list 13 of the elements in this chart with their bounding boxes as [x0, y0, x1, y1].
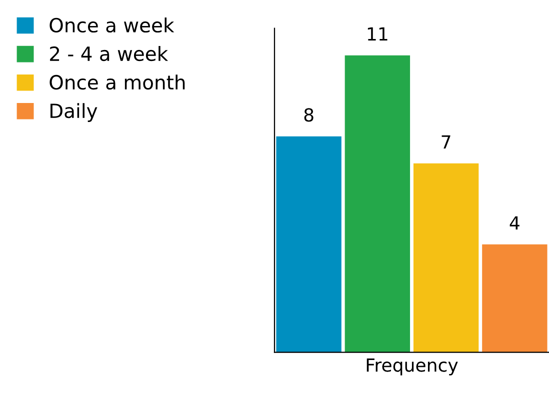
legend-label: 2 - 4 a week: [50, 46, 168, 62]
bar: [413, 163, 479, 352]
legend-label: Daily: [50, 103, 98, 122]
bar: [276, 136, 342, 352]
legend-label: Once a month: [50, 74, 185, 90]
bar: [344, 55, 410, 352]
legend-label: Once a week: [50, 18, 174, 33]
data-label: 4: [510, 216, 520, 230]
data-label: 8: [304, 108, 314, 122]
data-label: 7: [442, 135, 450, 148]
bar: [482, 244, 548, 352]
data-label: 11: [368, 27, 388, 40]
x-axis-title: Frequency: [366, 358, 458, 376]
